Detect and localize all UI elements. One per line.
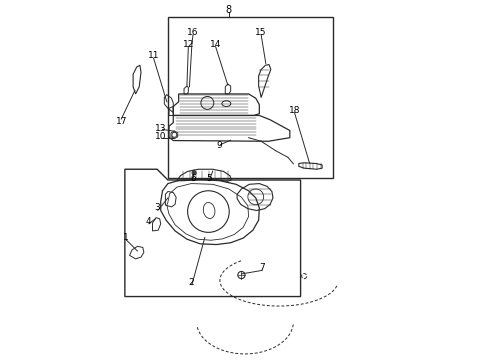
Text: 1: 1	[123, 233, 129, 242]
Text: 5: 5	[206, 174, 212, 183]
Text: 3: 3	[154, 203, 160, 212]
Text: 10: 10	[155, 132, 167, 141]
Text: 9: 9	[216, 141, 222, 150]
Circle shape	[192, 171, 196, 175]
Text: 7: 7	[259, 264, 265, 273]
Text: 15: 15	[255, 28, 267, 37]
Text: 14: 14	[210, 40, 221, 49]
Text: 18: 18	[289, 105, 300, 114]
Text: 6: 6	[190, 174, 196, 183]
Text: 4: 4	[146, 217, 151, 226]
Text: 2: 2	[188, 278, 194, 287]
Text: 12: 12	[183, 40, 194, 49]
Text: 17: 17	[116, 117, 127, 126]
Text: 11: 11	[148, 51, 159, 60]
Text: 16: 16	[187, 28, 199, 37]
Text: 13: 13	[155, 123, 167, 132]
Text: 8: 8	[226, 5, 232, 15]
Bar	[168, 17, 333, 178]
